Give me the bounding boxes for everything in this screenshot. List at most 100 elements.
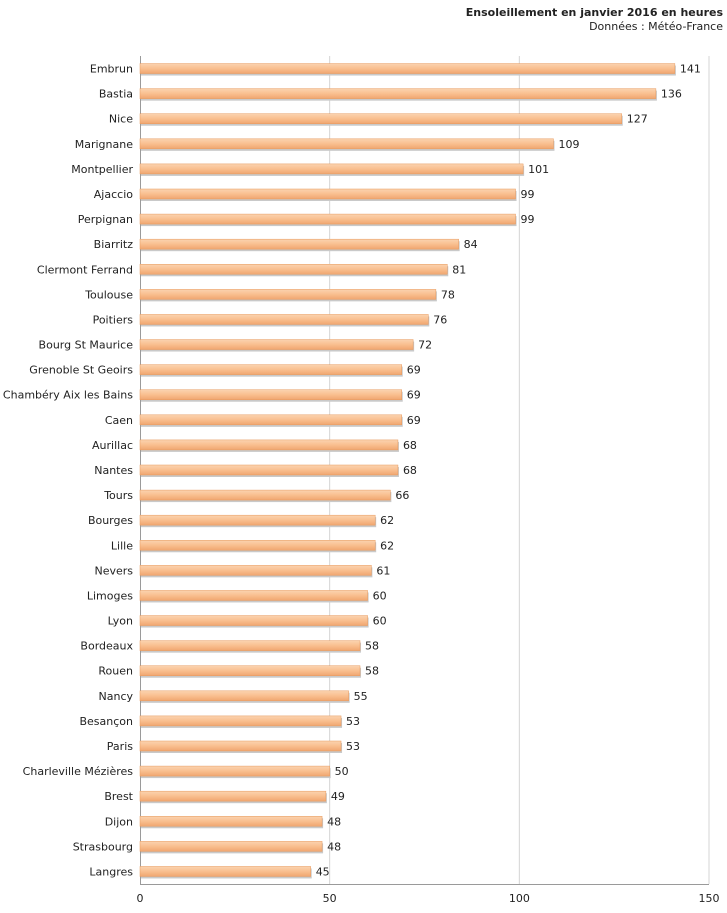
category-label: Marignane <box>75 138 133 151</box>
category-label: Bordeaux <box>80 640 133 653</box>
bar <box>139 439 399 451</box>
value-label: 81 <box>452 263 466 276</box>
bar <box>139 289 437 300</box>
bar <box>139 590 368 601</box>
value-label: 49 <box>331 790 345 803</box>
bar <box>139 565 372 576</box>
value-label: 55 <box>354 690 368 703</box>
bar <box>139 138 554 150</box>
bar <box>139 314 429 325</box>
category-label: Nevers <box>94 564 133 577</box>
bar <box>139 640 361 651</box>
category-label: Biarritz <box>94 238 134 251</box>
bar <box>139 740 342 752</box>
bar <box>139 364 402 375</box>
labels: 0 50 100 150 Embrun 141 Bastia 136 Nice 127 Marign… <box>3 63 720 905</box>
value-label: 53 <box>346 715 360 728</box>
value-label: 58 <box>365 665 379 678</box>
category-label: Charleville Mézières <box>23 765 134 778</box>
category-label: Bourg St Maurice <box>39 339 134 352</box>
category-label: Aurillac <box>92 439 133 452</box>
category-label: Bastia <box>99 88 133 101</box>
value-label: 48 <box>327 815 341 828</box>
bar <box>139 264 448 275</box>
category-label: Lyon <box>108 615 133 628</box>
category-label: Lille <box>111 539 133 552</box>
bar <box>139 63 676 74</box>
value-label: 58 <box>365 640 379 653</box>
bar <box>139 615 368 626</box>
value-label: 50 <box>335 765 349 778</box>
category-label: Limoges <box>87 589 133 602</box>
category-label: Rouen <box>98 665 133 678</box>
bar <box>139 690 349 702</box>
value-label: 127 <box>627 113 648 126</box>
bar <box>139 213 516 225</box>
value-label: 99 <box>521 213 535 226</box>
bar <box>139 866 311 877</box>
category-label: Langres <box>89 865 133 878</box>
value-label: 68 <box>403 464 417 477</box>
chart-header: Ensoleillement en janvier 2016 en heures… <box>466 6 723 33</box>
value-label: 66 <box>395 489 409 502</box>
bar <box>139 163 524 175</box>
category-label: Poitiers <box>93 313 134 326</box>
category-label: Toulouse <box>84 288 133 301</box>
bar <box>139 464 399 476</box>
category-label: Bourges <box>88 514 133 527</box>
category-label: Nancy <box>99 690 134 703</box>
bar <box>139 88 657 99</box>
value-label: 62 <box>380 514 394 527</box>
bars <box>139 63 676 879</box>
bar <box>139 665 361 676</box>
value-label: 72 <box>418 339 432 352</box>
category-label: Tours <box>103 489 133 502</box>
value-label: 68 <box>403 439 417 452</box>
value-label: 60 <box>373 589 387 602</box>
category-label: Caen <box>105 414 133 427</box>
value-label: 69 <box>407 414 421 427</box>
value-label: 69 <box>407 364 421 377</box>
value-label: 84 <box>464 238 478 251</box>
chart-title: Ensoleillement en janvier 2016 en heures <box>465 6 723 19</box>
category-label: Clermont Ferrand <box>37 263 133 276</box>
value-label: 62 <box>380 539 394 552</box>
bar <box>139 841 323 852</box>
bar <box>139 514 376 526</box>
bar <box>139 790 327 802</box>
category-label: Montpellier <box>71 163 133 176</box>
bar <box>139 816 323 827</box>
value-label: 60 <box>373 615 387 628</box>
bar <box>139 389 402 400</box>
x-tick-label: 50 <box>323 892 337 905</box>
bar <box>139 715 342 727</box>
category-label: Dijon <box>105 815 133 828</box>
category-label: Nantes <box>94 464 133 477</box>
category-label: Chambéry Aix les Bains <box>3 389 133 402</box>
value-label: 69 <box>407 389 421 402</box>
category-label: Brest <box>104 790 133 803</box>
chart-subtitle: Données : Météo-France <box>589 20 723 33</box>
bar <box>139 238 459 250</box>
bar <box>139 113 623 124</box>
bar <box>139 540 376 551</box>
x-tick-label: 0 <box>137 892 144 905</box>
bar <box>139 414 402 426</box>
value-label: 53 <box>346 740 360 753</box>
value-label: 61 <box>376 564 390 577</box>
category-label: Besançon <box>79 715 133 728</box>
bar <box>139 765 330 777</box>
category-label: Perpignan <box>78 213 133 226</box>
value-label: 99 <box>521 188 535 201</box>
value-label: 141 <box>680 63 701 76</box>
bar <box>139 339 414 350</box>
x-tick-label: 150 <box>699 892 720 905</box>
value-label: 136 <box>661 88 682 101</box>
bar <box>139 188 516 200</box>
x-tick-label: 100 <box>509 892 530 905</box>
category-label: Grenoble St Geoirs <box>29 364 133 377</box>
value-label: 101 <box>528 163 549 176</box>
category-label: Nice <box>109 113 133 126</box>
category-label: Ajaccio <box>94 188 133 201</box>
